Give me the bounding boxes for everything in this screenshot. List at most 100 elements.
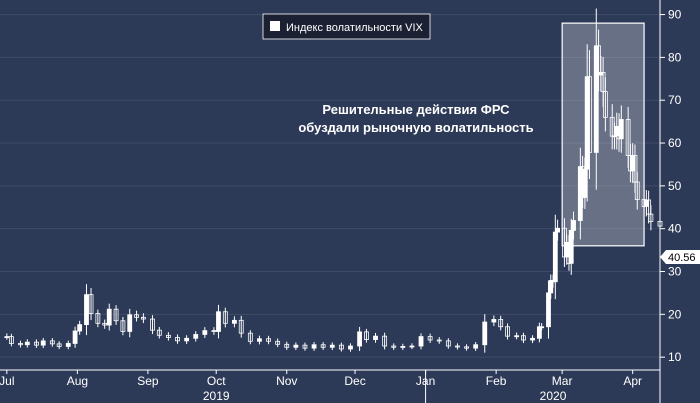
candlestick-series: [4, 8, 663, 353]
candle-body: [88, 294, 94, 314]
candle-body: [293, 344, 299, 348]
candle-body: [482, 321, 488, 346]
candle-body: [65, 343, 71, 347]
candle-body: [539, 326, 545, 329]
grid-lines: [0, 14, 660, 358]
candle-body: [530, 337, 535, 341]
candle-body: [24, 341, 30, 346]
annotation-line-2: обуздали рыночную волатильность: [298, 120, 533, 135]
candle-body: [211, 330, 217, 333]
candle-body: [382, 335, 388, 347]
candle-body: [338, 344, 344, 350]
candle-body: [34, 341, 39, 346]
candle-body: [302, 344, 308, 349]
candle-body: [498, 319, 504, 328]
year-label: 2020: [540, 389, 567, 403]
candle-body: [618, 119, 624, 140]
x-tick-label: Sep: [137, 374, 159, 388]
highlight-rect: [561, 22, 645, 247]
y-tick-label: 40: [668, 222, 682, 236]
candle-body: [521, 335, 526, 341]
candle-body: [77, 324, 83, 332]
candle-body: [18, 343, 23, 346]
candle-body: [418, 336, 424, 347]
candle-body: [568, 229, 574, 264]
x-tick-label: Apr: [623, 374, 642, 388]
candle-body: [473, 344, 479, 349]
y-tick-label: 30: [668, 265, 682, 279]
y-tick-label: 90: [668, 8, 682, 22]
candle-body: [391, 345, 397, 348]
candle-body: [436, 339, 442, 342]
y-tick-label: 50: [668, 179, 682, 193]
candle-body: [95, 313, 101, 324]
legend-box: [262, 13, 431, 40]
last-value-label: 40.56: [668, 252, 696, 264]
candle-body: [634, 181, 640, 200]
candle-body: [311, 344, 317, 349]
candle-body: [193, 334, 199, 339]
candle-body: [548, 280, 554, 294]
candle-body: [320, 344, 326, 348]
x-tick-label: Jul: [0, 374, 14, 388]
x-tick-label: Oct: [207, 374, 226, 388]
candle-body: [150, 318, 155, 331]
y-tick-label: 70: [668, 93, 682, 107]
candle-body: [216, 311, 221, 332]
candle-body: [238, 319, 244, 334]
candle-body: [364, 331, 369, 340]
candle-body: [232, 319, 237, 324]
candle-body: [552, 231, 558, 283]
y-tick-label: 60: [668, 136, 682, 150]
candle-body: [409, 345, 415, 348]
candle-body: [555, 227, 560, 233]
candle-body: [427, 336, 433, 341]
y-axis: 10 20 30 40 50 60 70 80 90: [659, 0, 682, 403]
x-tick-label: Aug: [67, 374, 88, 388]
last-value-pointer: [660, 250, 700, 264]
candle-body: [455, 345, 460, 348]
candle-body: [571, 220, 576, 231]
candle-body: [4, 336, 10, 338]
candle-body: [514, 335, 520, 338]
candle-body: [284, 343, 290, 348]
candle-body: [127, 314, 133, 332]
y-tick-label: 80: [668, 50, 682, 64]
candle-body: [357, 331, 362, 347]
candle-body: [400, 346, 406, 348]
annotation-line-1: Решительные действия ФРС: [322, 102, 510, 117]
candle-body: [113, 308, 119, 322]
candle-body: [582, 168, 588, 198]
candle-body: [587, 76, 592, 153]
candle-body: [40, 340, 46, 346]
candle-body: [445, 340, 451, 347]
legend-label: Индекс волатильности VIX: [286, 22, 424, 34]
annotation: Решительные действия ФРС обуздали рыночн…: [298, 102, 533, 135]
candle-body: [49, 340, 55, 345]
candle-body: [202, 330, 208, 335]
candle-body: [648, 213, 654, 222]
candle-body: [257, 338, 262, 342]
year-label: 2019: [203, 389, 230, 403]
y-tick-label: 20: [668, 307, 682, 321]
candle-body: [222, 311, 228, 324]
last-value-flag: 40.56: [660, 250, 700, 264]
candle-body: [102, 322, 108, 326]
legend: Индекс волатильности VIX: [262, 13, 431, 40]
candle-body: [140, 316, 146, 320]
candle-body: [72, 330, 78, 344]
y-tick-label: 10: [668, 350, 682, 364]
candle-body: [8, 336, 14, 344]
candle-body: [134, 314, 139, 318]
highlight-box: [561, 22, 645, 247]
candle-body: [247, 332, 253, 342]
candle-body: [505, 326, 510, 337]
candle-body: [184, 337, 190, 342]
candle-body: [166, 334, 171, 338]
candle-body: [56, 343, 62, 347]
candle-body: [536, 326, 542, 339]
candle-body: [546, 292, 551, 328]
